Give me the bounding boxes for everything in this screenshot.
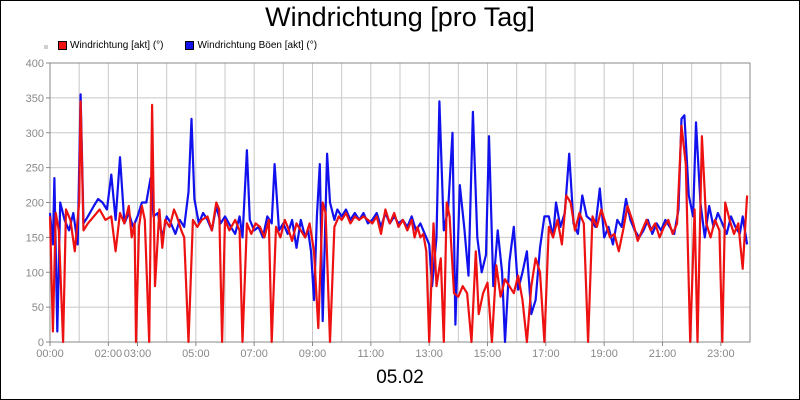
y-tick-label: 100 bbox=[26, 267, 44, 279]
x-tick-label: 09:00 bbox=[299, 348, 327, 360]
x-tick-label: 19:00 bbox=[590, 348, 618, 360]
y-tick-label: 300 bbox=[26, 128, 44, 140]
x-tick-label: 07:00 bbox=[240, 348, 268, 360]
y-tick-label: 150 bbox=[26, 232, 44, 244]
y-tick-label: 350 bbox=[26, 93, 44, 105]
plot-border bbox=[49, 62, 751, 343]
x-tick-label: 23:00 bbox=[707, 348, 735, 360]
legend-item-boeen: Windrichtung Böen [akt] (°) bbox=[185, 40, 317, 51]
y-tick-label: 250 bbox=[26, 163, 44, 175]
legend-swatch-blue bbox=[185, 40, 195, 50]
legend-label-boeen: Windrichtung Böen [akt] (°) bbox=[197, 39, 318, 51]
y-tick-label: 400 bbox=[26, 58, 44, 70]
legend-marker bbox=[44, 45, 48, 49]
series-line-windrichtung bbox=[48, 100, 749, 344]
legend-label-windrichtung: Windrichtung [akt] (°) bbox=[70, 39, 164, 51]
x-tick-label: 11:00 bbox=[357, 348, 384, 360]
x-tick-label: 17:00 bbox=[532, 348, 560, 360]
chart-title: Windrichtung [pro Tag] bbox=[265, 2, 535, 32]
legend-item-windrichtung: Windrichtung [akt] (°) bbox=[58, 40, 163, 51]
legend: Windrichtung [akt] (°) Windrichtung Böen… bbox=[44, 38, 339, 52]
x-tick-label: 21:00 bbox=[649, 348, 677, 360]
x-tick-label: 03:00 bbox=[124, 348, 152, 360]
x-tick-label: 13:00 bbox=[415, 348, 443, 360]
y-tick-label: 0 bbox=[38, 337, 44, 349]
x-tick-label: 05:00 bbox=[182, 348, 210, 360]
legend-swatch-red bbox=[58, 40, 67, 50]
x-tick-label: 00:00 bbox=[36, 348, 64, 360]
date-label: 05.02 bbox=[376, 367, 424, 388]
x-tick-label: 15:00 bbox=[474, 348, 502, 360]
x-tick-label: 02:00 bbox=[95, 348, 123, 360]
y-tick-label: 50 bbox=[32, 302, 44, 314]
y-tick-label: 200 bbox=[26, 198, 44, 210]
